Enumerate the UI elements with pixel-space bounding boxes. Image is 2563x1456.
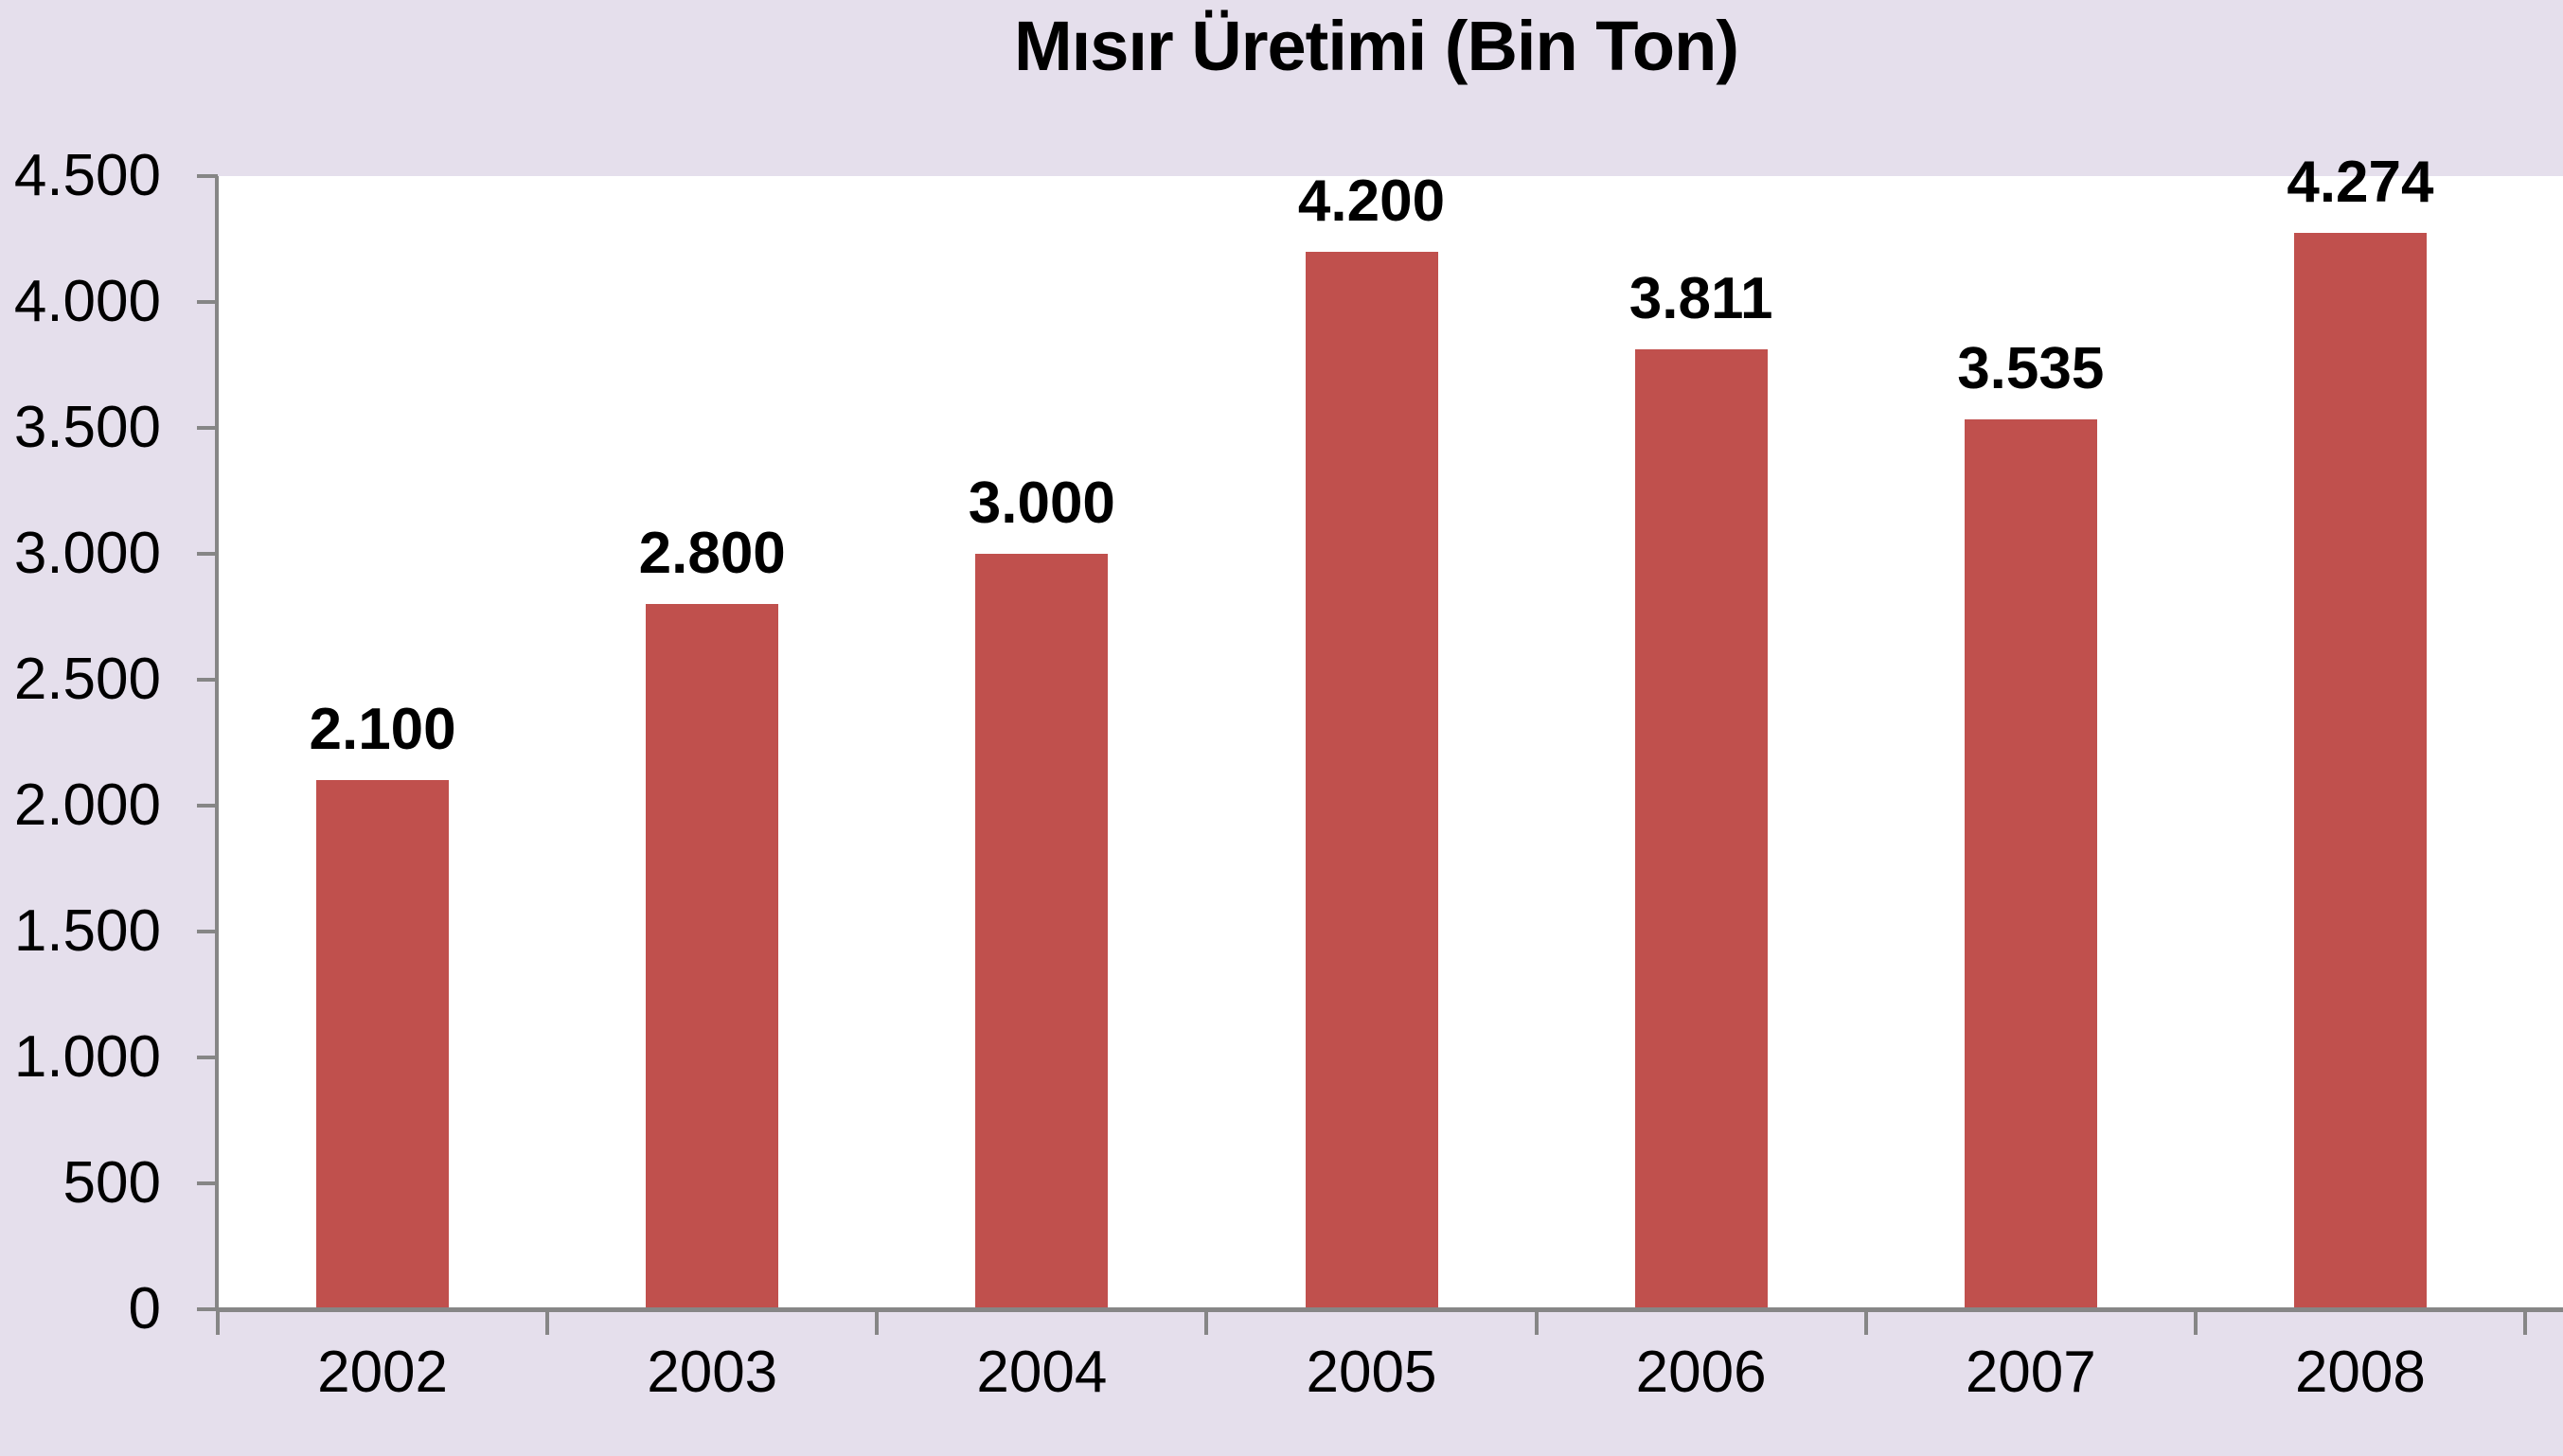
bar — [975, 554, 1109, 1309]
x-category-label: 2008 — [2294, 1340, 2426, 1405]
bar — [2293, 233, 2427, 1309]
y-tick-mark — [197, 930, 218, 933]
y-tick-label: 500 — [62, 1150, 161, 1216]
x-tick-mark — [1534, 1309, 1539, 1335]
x-tick-mark — [1863, 1309, 1868, 1335]
y-tick-label: 1.500 — [13, 898, 161, 964]
y-tick-mark — [197, 1181, 218, 1185]
x-tick-mark — [875, 1309, 880, 1335]
bar-value-label: 4.200 — [1297, 168, 1446, 234]
y-tick-label: 0 — [128, 1276, 161, 1341]
x-tick-mark — [2193, 1309, 2198, 1335]
x-tick-mark — [1204, 1309, 1209, 1335]
x-tick-mark — [545, 1309, 550, 1335]
bar — [1964, 418, 2097, 1309]
y-tick-label: 4.500 — [13, 143, 161, 208]
x-category-label: 2002 — [317, 1340, 449, 1405]
y-tick-mark — [197, 552, 218, 556]
bar — [646, 604, 779, 1309]
x-category-label: 2004 — [976, 1340, 1108, 1405]
x-tick-mark — [2523, 1309, 2527, 1335]
y-tick-label: 4.000 — [13, 269, 161, 334]
x-category-label: 2005 — [1306, 1340, 1437, 1405]
bar-value-label: 3.000 — [968, 471, 1115, 536]
bar — [1305, 251, 1438, 1309]
y-tick-label: 3.000 — [13, 521, 161, 586]
bar-value-label: 4.274 — [2287, 150, 2434, 216]
x-category-label: 2003 — [647, 1340, 778, 1405]
bar-value-label: 3.535 — [1957, 335, 2105, 401]
bar — [316, 780, 450, 1309]
bar-value-label: 2.100 — [309, 697, 456, 763]
x-axis-line — [218, 1307, 2563, 1312]
x-category-label: 2007 — [1965, 1340, 2096, 1405]
bar-value-label: 2.800 — [638, 521, 786, 587]
y-tick-mark — [197, 804, 218, 808]
chart-title: Mısır Üretimi (Bin Ton) — [1014, 7, 1739, 85]
bar — [1634, 349, 1768, 1309]
bar-value-label: 3.811 — [1629, 266, 1773, 332]
x-category-label: 2006 — [1635, 1340, 1767, 1405]
y-tick-mark — [197, 1056, 218, 1059]
y-tick-mark — [197, 426, 218, 430]
y-axis-line — [215, 176, 219, 1309]
y-tick-label: 3.500 — [13, 395, 161, 460]
y-tick-label: 2.500 — [13, 647, 161, 712]
y-tick-label: 2.000 — [13, 772, 161, 838]
x-tick-mark — [216, 1309, 220, 1335]
y-tick-mark — [197, 174, 218, 178]
y-tick-mark — [197, 300, 218, 304]
y-tick-mark — [197, 1307, 218, 1311]
y-tick-mark — [197, 678, 218, 682]
y-tick-label: 1.000 — [13, 1024, 161, 1090]
